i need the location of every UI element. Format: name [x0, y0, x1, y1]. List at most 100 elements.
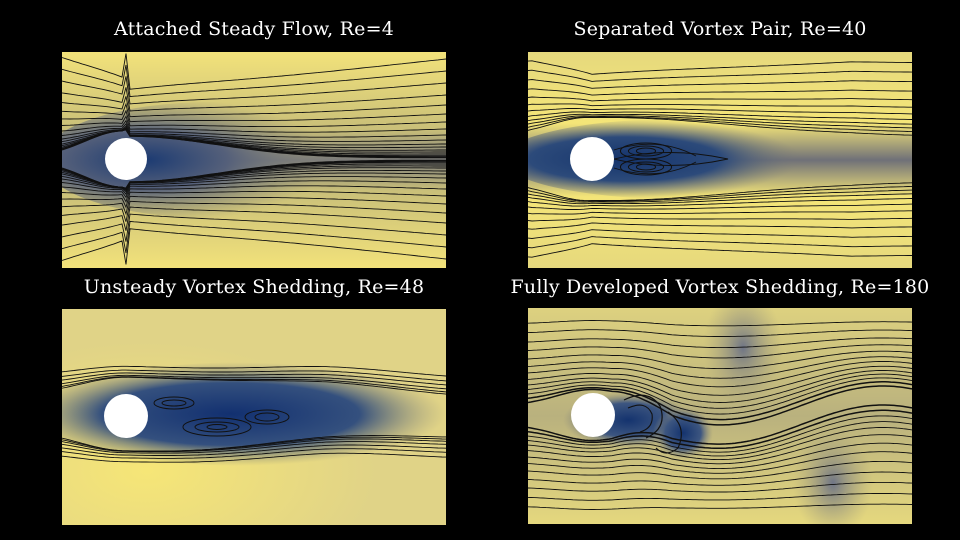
streamline [62, 185, 446, 203]
flow-field-developed [528, 308, 912, 524]
vortex-curl [655, 411, 682, 454]
streamline [62, 213, 446, 242]
streamline [62, 438, 446, 453]
recirculation-loop [194, 421, 240, 433]
streamline [62, 115, 446, 133]
streamline [528, 385, 912, 426]
streamline [528, 210, 912, 215]
cylinder-unsteady [104, 394, 148, 438]
shear-line [613, 143, 697, 157]
recirculation-loop [254, 412, 280, 422]
streamline [528, 189, 912, 203]
streamline [528, 116, 912, 133]
streamline [528, 344, 912, 359]
recirculation-loop [161, 399, 187, 407]
streamline [62, 125, 446, 146]
flow-panel-separated [528, 52, 912, 268]
recirculation-loop [182, 417, 252, 437]
streamline [528, 329, 912, 337]
panel-title-developed: Fully Developed Vortex Shedding, Re=180 [510, 276, 930, 298]
streamline [528, 111, 912, 120]
streamline [62, 53, 446, 90]
streamline [528, 243, 912, 258]
streamline [528, 356, 912, 379]
streamline [528, 460, 912, 480]
streamline [528, 471, 912, 486]
streamline [528, 113, 912, 125]
streamline [528, 337, 912, 349]
streamline [528, 79, 912, 89]
flow-panel-attached [62, 52, 446, 268]
recirculation-loop [619, 158, 673, 176]
streamline [528, 373, 912, 409]
streamline [62, 376, 446, 395]
streamline [62, 64, 446, 98]
streamline [528, 493, 912, 501]
streamline [62, 109, 446, 128]
streamline [528, 185, 912, 202]
separation-line [613, 152, 729, 166]
streamline [528, 193, 912, 205]
streamline [62, 200, 446, 222]
streamline [528, 404, 912, 445]
streamline [62, 76, 446, 105]
streamline [62, 176, 446, 195]
streamline [62, 376, 446, 393]
streamline [528, 377, 912, 415]
streamline [62, 190, 446, 209]
streamline [528, 320, 912, 327]
streamline [62, 172, 446, 193]
streamline [528, 365, 912, 396]
streamline [62, 448, 446, 459]
streamline [62, 365, 446, 377]
streamline [62, 96, 446, 118]
streamline [528, 115, 912, 129]
streamline [528, 370, 912, 403]
streamline [62, 119, 446, 138]
streamline [528, 236, 912, 249]
flow-panel-developed [528, 308, 912, 524]
streamline [62, 441, 446, 454]
recirculation-loop [627, 145, 665, 157]
streamline [62, 228, 446, 265]
streamline [528, 222, 912, 230]
vortex-curl [623, 394, 663, 439]
streamline [528, 108, 912, 115]
streamline [62, 369, 446, 382]
streamline [62, 102, 446, 123]
streamline [528, 409, 912, 449]
streamline [62, 167, 446, 190]
recirculation-loop [153, 396, 195, 410]
streamline [528, 203, 912, 210]
cylinder-developed [571, 393, 615, 437]
streamline [62, 452, 446, 463]
streamline [528, 451, 912, 474]
streamline [62, 444, 446, 456]
streamline [528, 116, 912, 136]
streamline [62, 87, 446, 112]
streamline [62, 180, 446, 199]
panel-title-attached: Attached Steady Flow, Re=4 [113, 18, 394, 40]
streamline [528, 503, 912, 510]
streamline [62, 195, 446, 216]
streamline [528, 421, 912, 457]
streamline [62, 126, 446, 149]
streamline [62, 220, 446, 254]
streamline [62, 372, 446, 386]
streamline [528, 88, 912, 96]
flow-field-separated [528, 52, 912, 268]
cylinder-attached [105, 138, 147, 180]
streamline [528, 182, 912, 202]
recirculation-loop [206, 424, 228, 430]
streamline [528, 229, 912, 239]
streamline [528, 96, 912, 102]
streamline [62, 374, 446, 390]
streamline [528, 381, 912, 421]
cylinder-separated [570, 137, 614, 181]
panel-title-separated: Separated Vortex Pair, Re=40 [573, 18, 867, 40]
streamline [528, 60, 912, 75]
streamline [528, 434, 912, 465]
shear-line [613, 161, 697, 175]
flow-panel-unsteady [62, 309, 446, 525]
streamline [62, 206, 446, 231]
